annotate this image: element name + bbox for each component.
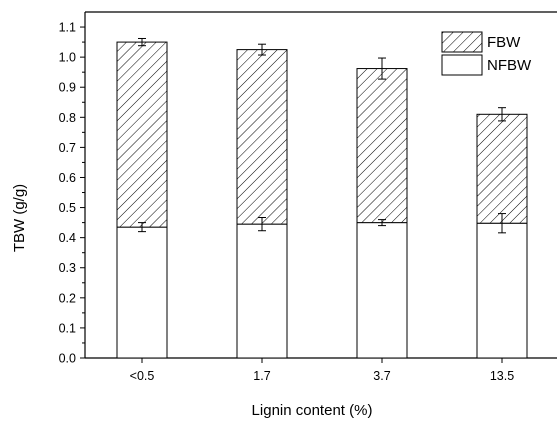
- x-tick-label: <0.5: [130, 369, 155, 383]
- legend-swatch-nfbw: [441, 54, 483, 76]
- y-tick-label: 0.8: [59, 111, 76, 125]
- y-tick-label: 1.1: [59, 21, 76, 35]
- bar-fbw: [476, 113, 528, 224]
- y-tick-label: 0.6: [59, 171, 76, 185]
- y-tick-label: 0.0: [59, 352, 76, 366]
- x-tick-label: 3.7: [373, 369, 390, 383]
- bar-fbw: [236, 49, 288, 225]
- bar-nfbw: [116, 226, 168, 359]
- y-axis-title: TBW (g/g): [11, 184, 28, 252]
- y-tick-label: 0.7: [59, 141, 76, 155]
- bars-group: [116, 41, 528, 359]
- y-tick-label: 0.3: [59, 261, 76, 275]
- y-tick-label: 0.5: [59, 201, 76, 215]
- legend-label-fbw: FBW: [487, 34, 521, 51]
- x-tick-label: 13.5: [490, 369, 514, 383]
- x-tick-label: 1.7: [253, 369, 270, 383]
- bar-nfbw: [476, 222, 528, 359]
- y-tick-label: 0.9: [59, 81, 76, 95]
- error-bars-group: [138, 37, 506, 234]
- x-axis: <0.5 1.7 3.7 13.5: [130, 358, 514, 383]
- bar-nfbw: [236, 223, 288, 359]
- y-axis: 0.0 0.1 0.2 0.3 0.4 0.5 0.6 0.7 0.8 0.9 1.0 1.1: [59, 21, 85, 366]
- y-tick-label: 0.2: [59, 291, 76, 305]
- y-tick-label: 1.0: [59, 51, 76, 65]
- y-tick-label: 0.4: [59, 231, 76, 245]
- bar-fbw: [116, 41, 168, 228]
- bar-fbw: [356, 68, 408, 224]
- legend: FBW NFBW: [441, 31, 532, 76]
- legend-label-nfbw: NFBW: [487, 57, 532, 74]
- y-tick-label: 0.1: [59, 321, 76, 335]
- legend-swatch-fbw: [441, 31, 483, 53]
- bar-nfbw: [356, 222, 408, 359]
- x-axis-title: Lignin content (%): [252, 402, 373, 419]
